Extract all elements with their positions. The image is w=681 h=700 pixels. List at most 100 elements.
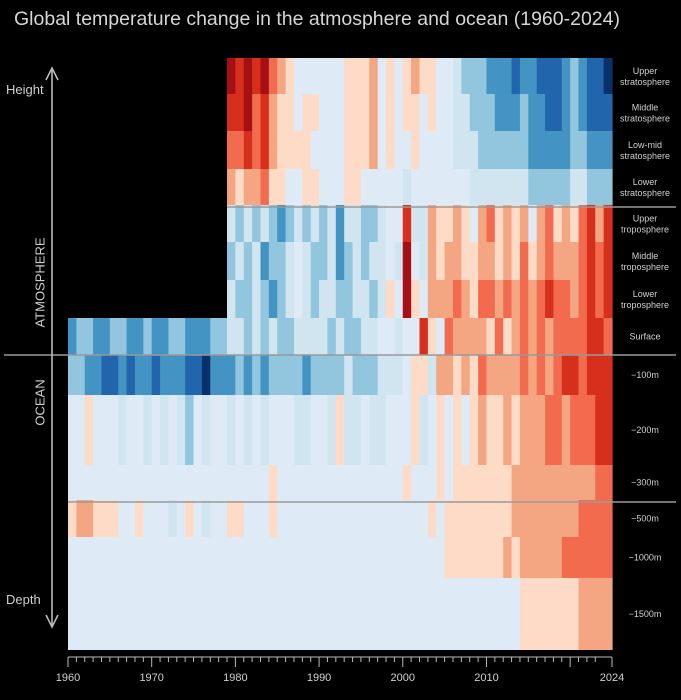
- heatmap-cell: [386, 131, 395, 169]
- heatmap-cell: [277, 169, 287, 205]
- heatmap-cell: [603, 500, 613, 537]
- heatmap-cell: [101, 537, 111, 578]
- heatmap-cell: [519, 537, 529, 578]
- heatmap-cell: [386, 94, 395, 131]
- heatmap-cell: [243, 318, 253, 355]
- heatmap-cell: [352, 131, 362, 169]
- heatmap-cell: [160, 318, 170, 355]
- heatmap-cell: [243, 465, 253, 500]
- heatmap-cell: [76, 465, 86, 500]
- heatmap-cell: [260, 395, 270, 465]
- heatmap-cell: [277, 395, 287, 465]
- heatmap-cell: [595, 500, 605, 537]
- heatmap-cell: [210, 500, 220, 537]
- heatmap-cell: [528, 318, 538, 355]
- heatmap-cell: [260, 205, 270, 242]
- heatmap-cell: [377, 537, 387, 578]
- heatmap-cell: [452, 58, 462, 94]
- heatmap-cell: [143, 537, 153, 578]
- heatmap-cell: [235, 242, 245, 280]
- heatmap-cell: [394, 395, 404, 465]
- heatmap-cell: [570, 205, 580, 242]
- heatmap-cell: [469, 578, 479, 650]
- heatmap-cell: [595, 465, 605, 500]
- heatmap-cell: [427, 355, 437, 395]
- heatmap-cell: [427, 395, 437, 465]
- heatmap-cell: [444, 131, 454, 169]
- heatmap-cell: [302, 280, 312, 318]
- heatmap-cell: [134, 465, 144, 500]
- row-label: Lower troposphere: [621, 289, 669, 310]
- heatmap-row: [68, 465, 613, 500]
- heatmap-cell: [427, 58, 437, 94]
- heatmap-cell: [360, 131, 370, 169]
- heatmap-cell: [151, 355, 161, 395]
- heatmap-cell: [469, 242, 479, 280]
- heatmap-cell: [260, 537, 270, 578]
- heatmap-cell: [369, 205, 379, 242]
- heatmap-cell: [268, 280, 278, 318]
- heatmap-cell: [327, 537, 337, 578]
- heatmap-cell: [84, 355, 94, 395]
- heatmap-cell: [570, 242, 580, 280]
- heatmap-cell: [469, 355, 479, 395]
- heatmap-cell: [84, 465, 94, 500]
- heatmap-cell: [461, 318, 471, 355]
- heatmap-cell: [126, 355, 136, 395]
- heatmap-cell: [377, 242, 387, 280]
- heatmap-cell: [252, 578, 262, 650]
- heatmap-cell: [218, 465, 228, 500]
- heatmap-cell: [176, 578, 186, 650]
- heatmap-cell: [252, 205, 262, 242]
- heatmap-cell: [386, 465, 395, 500]
- heatmap-cell: [310, 242, 320, 280]
- heatmap-cell: [553, 169, 563, 205]
- heatmap-cell: [461, 537, 471, 578]
- heatmap-cell: [427, 205, 437, 242]
- heatmap-cell: [277, 355, 287, 395]
- heatmap-cell: [553, 318, 563, 355]
- x-axis: [67, 656, 613, 667]
- heatmap-cell: [536, 318, 546, 355]
- heatmap-cell: [310, 578, 320, 650]
- heatmap-cell: [369, 355, 379, 395]
- heatmap-cell: [411, 395, 421, 465]
- heatmap-cell: [503, 537, 513, 578]
- heatmap-cell: [519, 169, 529, 205]
- heatmap-cell: [352, 169, 362, 205]
- heatmap-cell: [553, 465, 563, 500]
- heatmap-cell: [570, 169, 580, 205]
- heatmap-cell: [76, 500, 86, 537]
- heatmap-cell: [319, 465, 329, 500]
- heatmap-cell: [486, 58, 496, 94]
- heatmap-cell: [210, 395, 220, 465]
- heatmap-cell: [528, 242, 538, 280]
- heatmap-cell: [126, 318, 136, 355]
- heatmap-cell: [109, 537, 119, 578]
- heatmap-cell: [386, 58, 395, 94]
- heatmap-cell: [478, 578, 488, 650]
- heatmap-cell: [427, 318, 437, 355]
- heatmap-cell: [310, 280, 320, 318]
- heatmap-cell: [452, 465, 462, 500]
- heatmap-cell: [419, 280, 429, 318]
- heatmap-cell: [76, 355, 86, 395]
- heatmap-cell: [427, 169, 437, 205]
- heatmap-cell: [210, 465, 220, 500]
- heatmap-cell: [494, 395, 504, 465]
- heatmap-cell: [377, 395, 387, 465]
- heatmap-cell: [436, 205, 446, 242]
- heatmap-cell: [293, 500, 303, 537]
- heatmap-cell: [310, 169, 320, 205]
- heatmap-cell: [427, 500, 437, 537]
- heatmap-cell: [109, 578, 119, 650]
- heatmap-cell: [578, 578, 588, 650]
- heatmap-cell: [344, 169, 354, 205]
- heatmap-cell: [570, 465, 580, 500]
- heatmap-cell: [235, 131, 245, 169]
- heatmap-cell: [603, 94, 613, 131]
- heatmap-cell: [595, 169, 605, 205]
- heatmap-cell: [310, 537, 320, 578]
- heatmap-cell: [235, 537, 245, 578]
- heatmap-cell: [411, 280, 421, 318]
